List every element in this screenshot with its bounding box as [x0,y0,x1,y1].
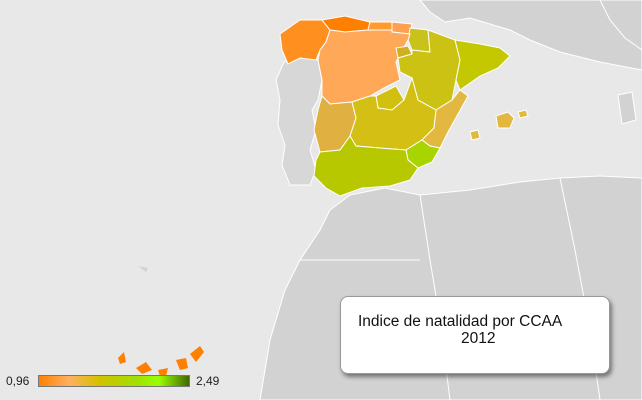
region-canarias-island[interactable] [118,352,126,364]
region-canarias-island[interactable] [158,368,168,376]
map-title-box: Indice de natalidad por CCAA 2012 [340,296,610,374]
land-sardinia [617,91,637,125]
region-navarra[interactable] [407,27,431,53]
region-baleares-menorca[interactable] [517,109,529,119]
region-canarias-island[interactable] [190,346,204,362]
region-cantabria[interactable] [367,21,393,31]
land-italy [599,0,642,51]
region-cataluna[interactable] [454,39,511,91]
land-france [419,0,642,71]
legend-min-label: 0,96 [6,374,30,388]
legend-max-label: 2,49 [196,374,220,388]
region-valencia[interactable] [421,89,469,149]
region-andalucia[interactable] [313,135,419,197]
map-subtitle-year: 2012 [461,330,496,347]
region-canarias-island[interactable] [136,362,152,374]
legend-gradient-bar [38,375,190,387]
region-baleares-mallorca[interactable] [495,111,515,129]
land-madeira [138,266,148,272]
region-canarias-island[interactable] [176,358,188,370]
color-legend: 0,96 2,49 [0,366,240,396]
region-castilla-leon[interactable] [317,29,411,105]
map-title: Indice de natalidad por CCAA [358,313,563,330]
region-baleares-ibiza[interactable] [469,129,481,141]
